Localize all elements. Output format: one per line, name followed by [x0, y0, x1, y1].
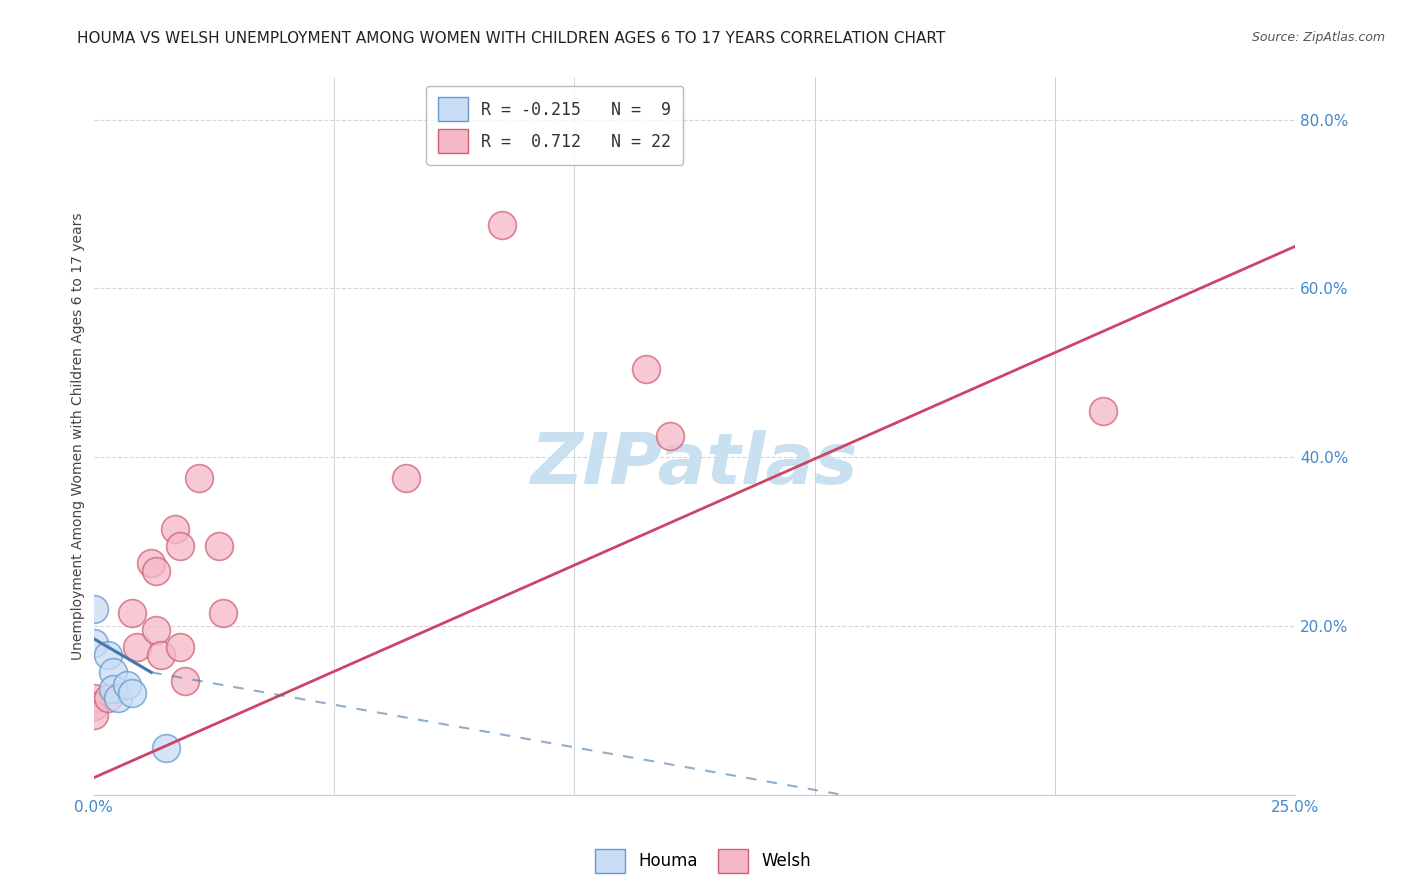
- Point: [145, 564, 167, 578]
- Point: [97, 690, 120, 705]
- Point: [141, 556, 163, 570]
- Point: [207, 539, 229, 553]
- Y-axis label: Unemployment Among Women with Children Ages 6 to 17 years: Unemployment Among Women with Children A…: [72, 212, 86, 660]
- Text: Source: ZipAtlas.com: Source: ZipAtlas.com: [1251, 31, 1385, 45]
- Point: [145, 623, 167, 637]
- Point: [83, 707, 105, 722]
- Point: [121, 686, 143, 700]
- Point: [83, 636, 105, 650]
- Point: [115, 678, 138, 692]
- Point: [121, 607, 143, 621]
- Legend: R = -0.215   N =  9, R =  0.712   N = 22: R = -0.215 N = 9, R = 0.712 N = 22: [426, 86, 683, 165]
- Point: [125, 640, 148, 654]
- Point: [101, 665, 124, 680]
- Point: [174, 673, 197, 688]
- Point: [212, 607, 235, 621]
- Legend: Houma, Welsh: Houma, Welsh: [589, 842, 817, 880]
- Point: [83, 602, 105, 616]
- Point: [659, 429, 682, 443]
- Text: ZIPatlas: ZIPatlas: [531, 430, 858, 500]
- Point: [491, 218, 513, 232]
- Point: [1092, 403, 1115, 417]
- Point: [165, 522, 187, 536]
- Point: [149, 648, 172, 663]
- Point: [97, 648, 120, 663]
- Point: [155, 741, 177, 756]
- Point: [107, 690, 129, 705]
- Point: [83, 690, 105, 705]
- Point: [83, 699, 105, 714]
- Point: [188, 471, 211, 485]
- Point: [101, 682, 124, 697]
- Point: [636, 361, 658, 376]
- Point: [169, 640, 191, 654]
- Point: [395, 471, 418, 485]
- Point: [169, 539, 191, 553]
- Text: HOUMA VS WELSH UNEMPLOYMENT AMONG WOMEN WITH CHILDREN AGES 6 TO 17 YEARS CORRELA: HOUMA VS WELSH UNEMPLOYMENT AMONG WOMEN …: [77, 31, 946, 46]
